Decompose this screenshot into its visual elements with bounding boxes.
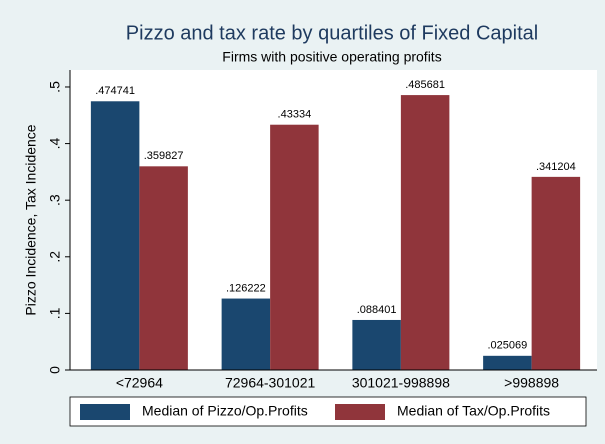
legend-label: Median of Tax/Op.Profits xyxy=(397,403,550,419)
legend-swatch xyxy=(80,404,130,420)
y-axis-label: Pizzo Incidence, Tax Incidence xyxy=(23,124,39,315)
chart-title: Pizzo and tax rate by quartiles of Fixed… xyxy=(126,22,538,44)
value-label: .485681 xyxy=(405,79,445,91)
chart-subtitle: Firms with positive operating profits xyxy=(222,49,441,65)
y-tick-label: .2 xyxy=(47,251,63,263)
x-tick-label: >998898 xyxy=(504,375,559,391)
value-label: .474741 xyxy=(95,85,135,97)
bar xyxy=(221,298,271,370)
legend-swatch xyxy=(335,404,385,420)
value-label: .341204 xyxy=(536,161,576,173)
y-tick-label: .1 xyxy=(47,307,63,319)
y-tick-label: .4 xyxy=(47,138,63,150)
legend-label: Median of Pizzo/Op.Profits xyxy=(142,403,308,419)
bar xyxy=(90,101,140,370)
value-label: .43334 xyxy=(278,109,312,121)
y-tick-label: .5 xyxy=(47,81,63,93)
x-tick-label: 301021-998898 xyxy=(352,375,450,391)
bar xyxy=(270,124,319,370)
legend-box xyxy=(69,396,587,427)
value-label: .088401 xyxy=(357,304,397,316)
y-tick-label: .3 xyxy=(47,194,63,206)
bar xyxy=(139,166,188,370)
bar xyxy=(531,176,581,370)
bar xyxy=(400,95,450,370)
value-label: .359827 xyxy=(144,150,184,162)
y-tick-label: 0 xyxy=(47,366,63,374)
value-label: .126222 xyxy=(226,282,266,294)
x-tick-label: 72964-301021 xyxy=(225,375,316,391)
bar xyxy=(483,355,532,370)
value-label: .025069 xyxy=(487,340,527,352)
x-tick-label: <72964 xyxy=(116,375,163,391)
bar xyxy=(352,319,401,370)
